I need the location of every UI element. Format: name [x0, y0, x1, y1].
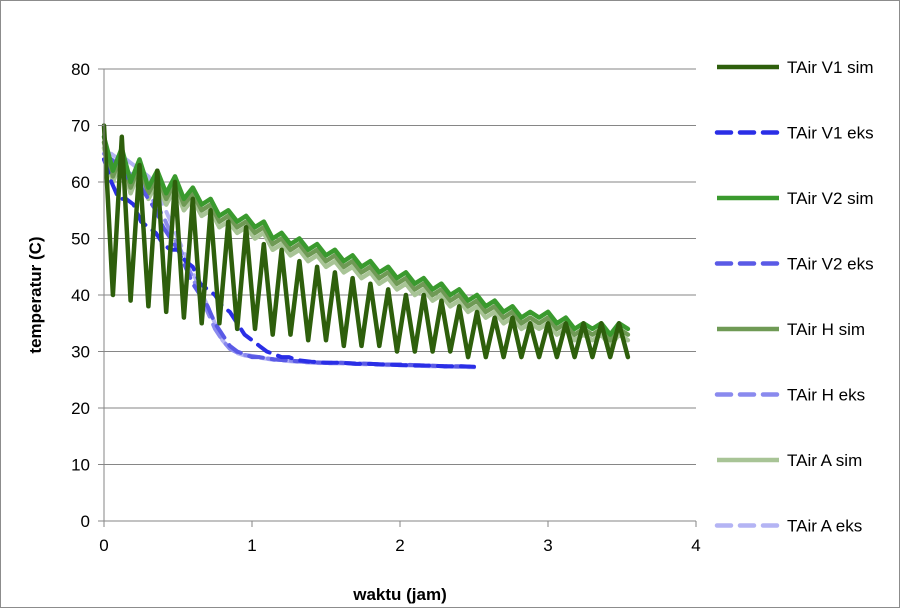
series-line-tair-v1-eks	[102, 157, 476, 369]
y-tick-label: 20	[71, 399, 90, 418]
legend-label: TAir V1 sim	[787, 58, 874, 77]
y-tick-label: 70	[71, 117, 90, 136]
y-axis-title: temperatur (C)	[26, 236, 45, 353]
legend-label: TAir V1 eks	[787, 124, 874, 143]
x-tick-label: 0	[99, 536, 108, 555]
series-line-tair-h-eks	[102, 151, 476, 369]
x-tick-label: 4	[691, 536, 700, 555]
y-tick-label: 0	[81, 512, 90, 531]
y-tick-label: 10	[71, 456, 90, 475]
x-tick-label: 2	[395, 536, 404, 555]
x-tick-labels: 0 1 2 3 4	[99, 536, 700, 555]
series-line-tair-h-sim	[101, 140, 631, 343]
y-tick-labels: 0 10 20 30 40 50 60 70 80	[71, 60, 90, 531]
axes	[98, 68, 697, 527]
y-tick-label: 50	[71, 230, 90, 249]
y-tick-label: 80	[71, 60, 90, 79]
legend-label: TAir V2 sim	[787, 189, 874, 208]
legend: TAir V1 sim TAir V1 eks TAir V2 sim TAir V2…	[714, 58, 874, 536]
legend-label: TAir H eks	[787, 386, 865, 405]
y-tick-label: 60	[71, 173, 90, 192]
legend-label: TAir A eks	[787, 517, 862, 536]
x-tick-label: 1	[247, 536, 256, 555]
y-tick-label: 40	[71, 286, 90, 305]
y-tick-label: 30	[71, 343, 90, 362]
legend-label: TAir A sim	[787, 451, 862, 470]
legend-label: TAir V2 eks	[787, 255, 874, 274]
series-lines	[101, 123, 631, 370]
series-line-tair-v2-sim	[101, 134, 631, 337]
series-line-tair-v1-sim	[101, 123, 631, 360]
x-tick-label: 3	[543, 536, 552, 555]
x-axis-title: waktu (jam)	[352, 585, 447, 604]
legend-label: TAir H sim	[787, 320, 865, 339]
